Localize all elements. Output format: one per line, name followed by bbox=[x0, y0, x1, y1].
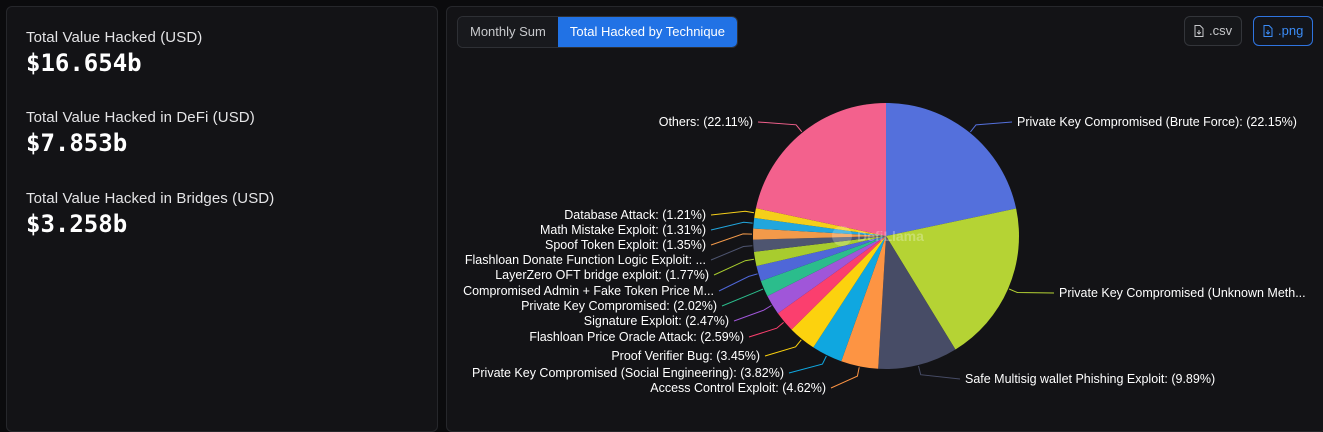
pie-chart: Private Key Compromised (Brute Force): (… bbox=[463, 103, 1306, 395]
download-csv-button[interactable]: .csv bbox=[1184, 16, 1243, 46]
slice-label: Compromised Admin + Fake Token Price M..… bbox=[463, 284, 714, 298]
slice-label: LayerZero OFT bridge exploit: (1.77%) bbox=[495, 268, 709, 282]
chart-panel: Monthly Sum Total Hacked by Technique .c… bbox=[446, 6, 1323, 432]
stat-label: Total Value Hacked in DeFi (USD) bbox=[26, 109, 255, 126]
slice-label: Private Key Compromised (Unknown Meth... bbox=[1059, 286, 1306, 300]
stat-value: $3.258b bbox=[26, 210, 128, 238]
watermark-text: DefiLlama bbox=[857, 228, 924, 244]
stat-bridges-hacked: Total Value Hacked in Bridges (USD) $3.2… bbox=[26, 190, 274, 238]
slice-label: Private Key Compromised: (2.02%) bbox=[521, 299, 717, 313]
pie-slice[interactable] bbox=[886, 103, 1017, 236]
slice-labels: Private Key Compromised (Brute Force): (… bbox=[463, 115, 1306, 395]
leader-line bbox=[1008, 288, 1055, 294]
pie-slice[interactable] bbox=[878, 236, 956, 370]
slice-label: Private Key Compromised (Brute Force): (… bbox=[1017, 115, 1297, 129]
chart-view-tabs: Monthly Sum Total Hacked by Technique bbox=[457, 16, 739, 48]
slice-label: Proof Verifier Bug: (3.45%) bbox=[611, 349, 760, 363]
pie-slice[interactable] bbox=[753, 217, 886, 236]
pie-slice[interactable] bbox=[753, 228, 886, 240]
pie-slice[interactable] bbox=[755, 103, 886, 236]
leader-line bbox=[721, 288, 764, 307]
stat-label: Total Value Hacked (USD) bbox=[26, 29, 203, 46]
pie-slice[interactable] bbox=[777, 236, 886, 330]
pie-slice[interactable] bbox=[841, 236, 886, 369]
download-png-button[interactable]: .png bbox=[1253, 16, 1314, 46]
slice-label: Math Mistake Exploit: (1.31%) bbox=[540, 223, 706, 237]
csv-label: .csv bbox=[1209, 23, 1233, 38]
leader-line bbox=[918, 365, 961, 380]
stat-label: Total Value Hacked in Bridges (USD) bbox=[26, 190, 275, 207]
png-label: .png bbox=[1278, 23, 1304, 38]
leader-line bbox=[757, 121, 803, 133]
pie-slice[interactable] bbox=[753, 236, 886, 252]
stats-panel: Total Value Hacked (USD) $16.654b Total … bbox=[6, 6, 438, 432]
stat-defi-hacked: Total Value Hacked in DeFi (USD) $7.853b bbox=[26, 109, 255, 157]
slice-label: Access Control Exploit: (4.62%) bbox=[650, 381, 826, 395]
leader-line bbox=[748, 322, 784, 338]
leader-line bbox=[710, 233, 753, 246]
slice-label: Private Key Compromised (Social Engineer… bbox=[472, 366, 784, 380]
pie-slice[interactable] bbox=[791, 236, 886, 348]
pie-slice[interactable] bbox=[886, 208, 1020, 350]
pie-slice[interactable] bbox=[760, 236, 886, 297]
pie-slice[interactable] bbox=[813, 236, 886, 362]
pie-slice[interactable] bbox=[754, 208, 886, 236]
stat-value: $7.853b bbox=[26, 129, 128, 157]
tab-monthly-sum[interactable]: Monthly Sum bbox=[458, 17, 558, 47]
slice-label: Spoof Token Exploit: (1.35%) bbox=[545, 238, 706, 252]
slice-label: Signature Exploit: (2.47%) bbox=[584, 314, 729, 328]
leader-line bbox=[733, 305, 772, 322]
leader-line bbox=[710, 221, 753, 231]
pie-slices bbox=[753, 103, 1020, 370]
leader-line bbox=[788, 355, 827, 374]
file-icon bbox=[1263, 25, 1273, 37]
leader-line bbox=[710, 210, 755, 216]
leader-line bbox=[830, 367, 860, 389]
slice-label: Others: (22.11%) bbox=[659, 115, 753, 129]
tab-total-hacked-by-technique[interactable]: Total Hacked by Technique bbox=[557, 17, 738, 47]
file-icon bbox=[1194, 25, 1204, 37]
slice-label: Safe Multisig wallet Phishing Exploit: (… bbox=[965, 372, 1215, 386]
slice-label: Flashloan Price Oracle Attack: (2.59%) bbox=[529, 330, 744, 344]
leader-line bbox=[710, 245, 753, 261]
leader-lines bbox=[710, 121, 1055, 389]
slice-label: Database Attack: (1.21%) bbox=[564, 208, 706, 222]
pie-slice[interactable] bbox=[767, 236, 886, 314]
leader-line bbox=[764, 339, 802, 357]
stat-total-hacked: Total Value Hacked (USD) $16.654b bbox=[26, 29, 202, 77]
stat-value: $16.654b bbox=[26, 49, 142, 77]
slice-label: Flashloan Donate Function Logic Exploit:… bbox=[465, 253, 706, 267]
pie-slice[interactable] bbox=[753, 236, 886, 267]
defillama-watermark: DefiLlama bbox=[832, 226, 924, 246]
llama-logo-icon bbox=[832, 226, 852, 246]
leader-line bbox=[970, 121, 1013, 133]
pie-slice[interactable] bbox=[756, 236, 886, 281]
leader-line bbox=[718, 273, 758, 292]
leader-line bbox=[713, 258, 755, 276]
